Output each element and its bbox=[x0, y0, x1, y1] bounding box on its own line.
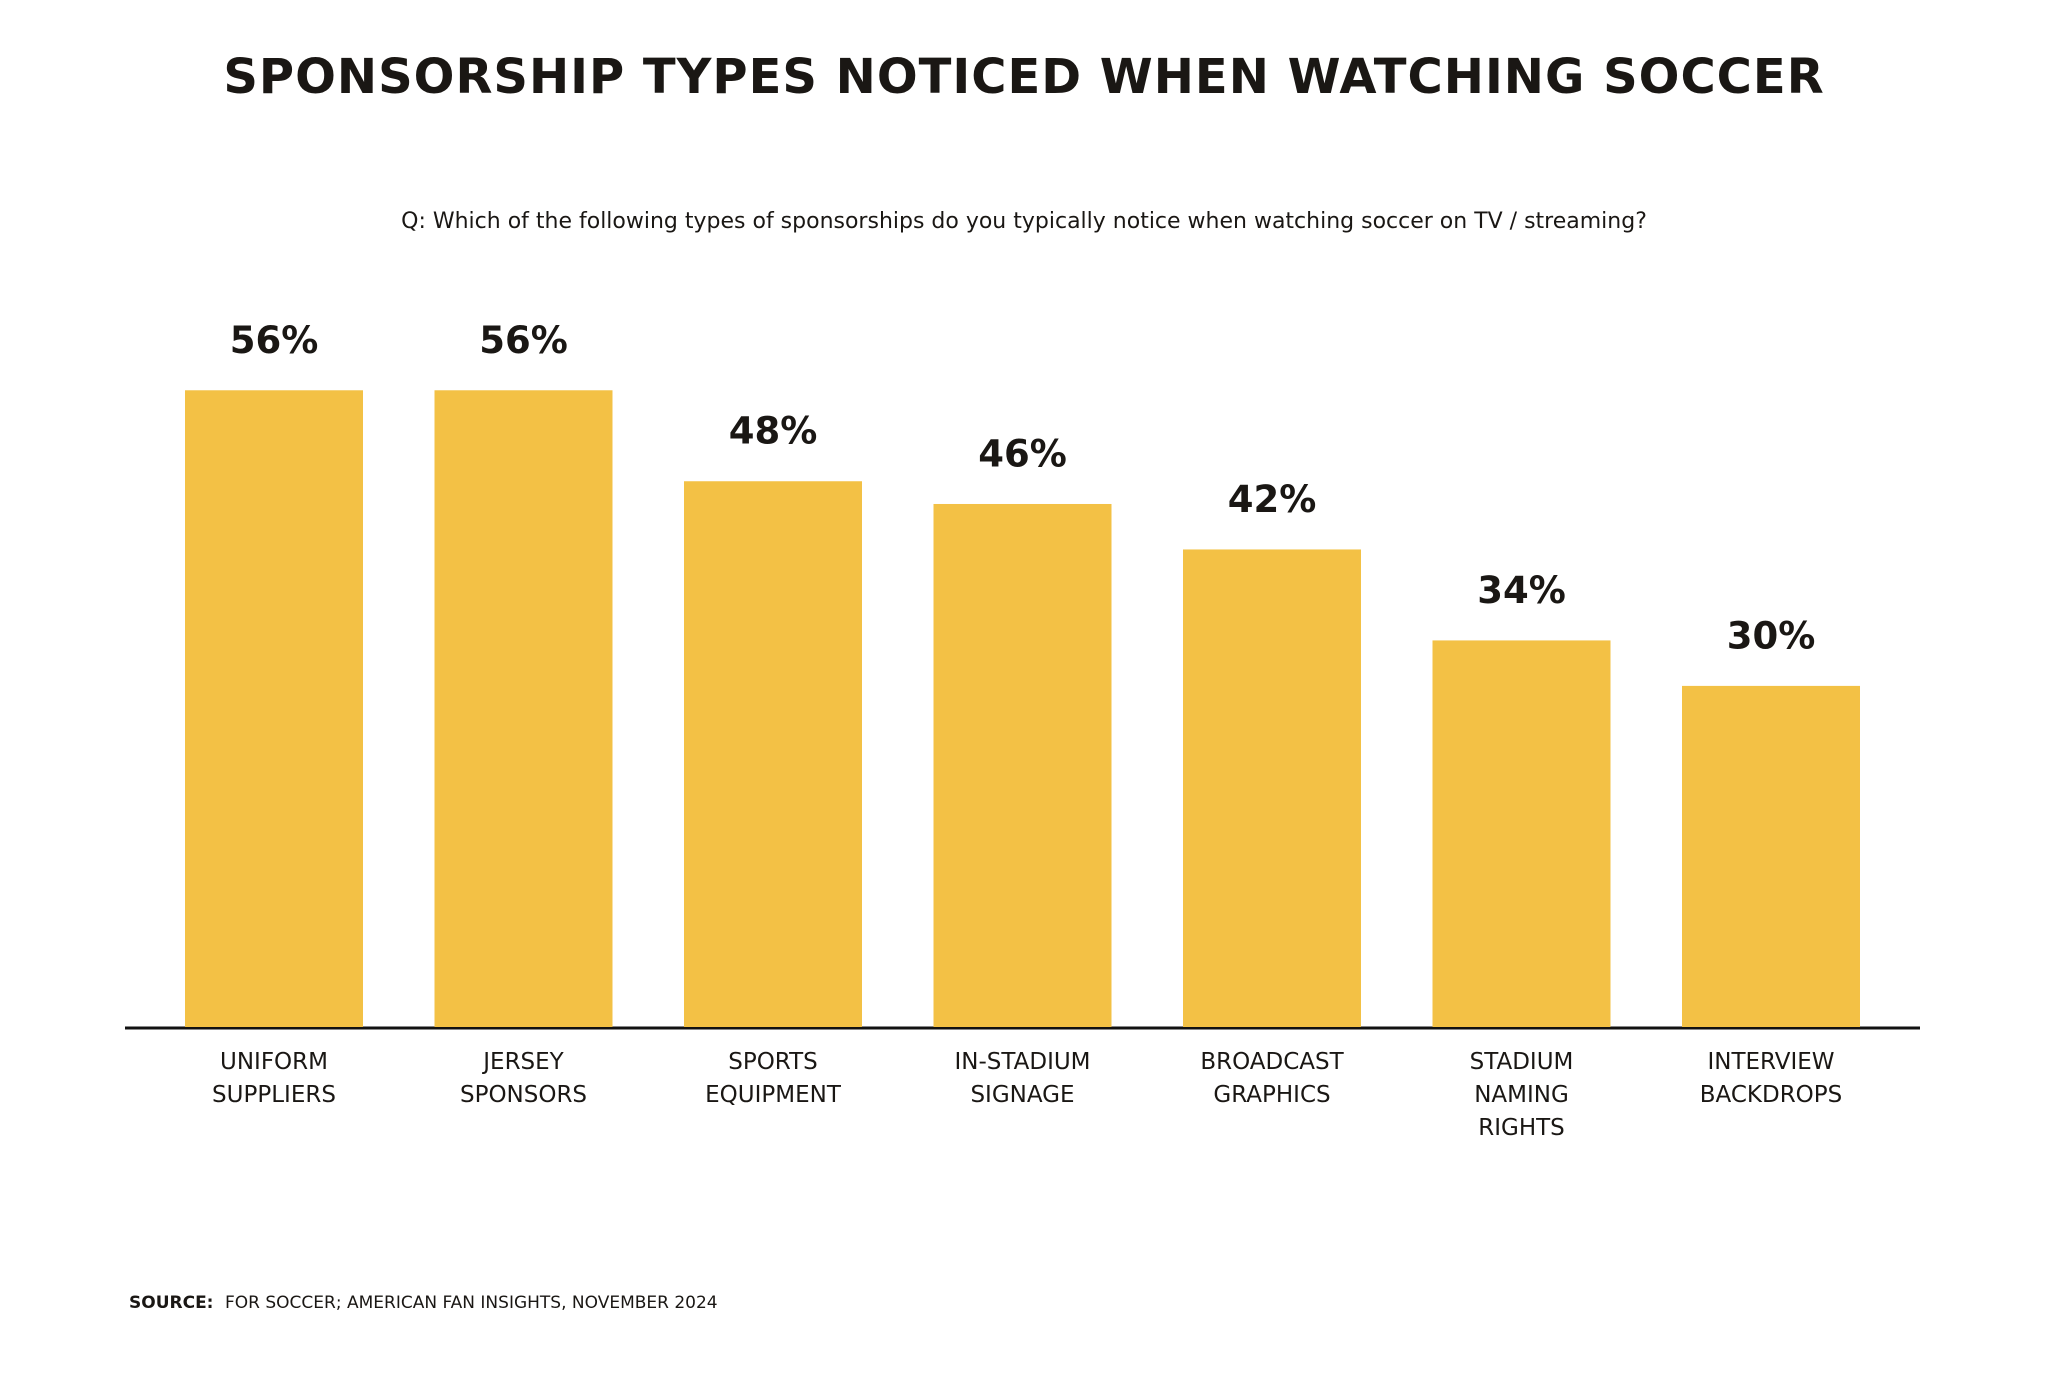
value-label: 34% bbox=[1477, 569, 1566, 612]
x-tick-label: IN-STADIUM SIGNAGE bbox=[954, 1049, 1090, 1108]
value-label: 46% bbox=[978, 432, 1067, 475]
x-tick-label: SPORTS EQUIPMENT bbox=[705, 1049, 842, 1108]
x-tick-label: UNIFORM SUPPLIERS bbox=[212, 1049, 336, 1108]
value-label: 56% bbox=[230, 319, 319, 362]
bar bbox=[185, 390, 363, 1027]
x-tick-label: JERSEY SPONSORS bbox=[460, 1049, 587, 1108]
x-tick-label: BROADCAST GRAPHICS bbox=[1200, 1049, 1344, 1108]
bar bbox=[1183, 549, 1361, 1027]
x-tick-label: INTERVIEW BACKDROPS bbox=[1700, 1049, 1843, 1108]
value-label: 48% bbox=[729, 410, 818, 453]
x-tick-label: STADIUM NAMING RIGHTS bbox=[1470, 1049, 1574, 1141]
value-label: 56% bbox=[479, 319, 568, 362]
chart-subtitle: Q: Which of the following types of spons… bbox=[401, 209, 1647, 234]
bar bbox=[1432, 640, 1611, 1027]
source-label: SOURCE: bbox=[129, 1293, 213, 1313]
bar bbox=[684, 481, 862, 1027]
source: FOR SOCCER; AMERICAN FAN INSIGHTS, NOVEM… bbox=[225, 1293, 718, 1313]
value-label: 30% bbox=[1727, 614, 1816, 657]
chart-title: SPONSORSHIP TYPES NOTICED WHEN WATCHING … bbox=[223, 49, 1824, 105]
bar bbox=[933, 503, 1112, 1028]
value-label: 42% bbox=[1228, 478, 1317, 521]
bar bbox=[434, 390, 613, 1027]
bar bbox=[1682, 685, 1860, 1027]
